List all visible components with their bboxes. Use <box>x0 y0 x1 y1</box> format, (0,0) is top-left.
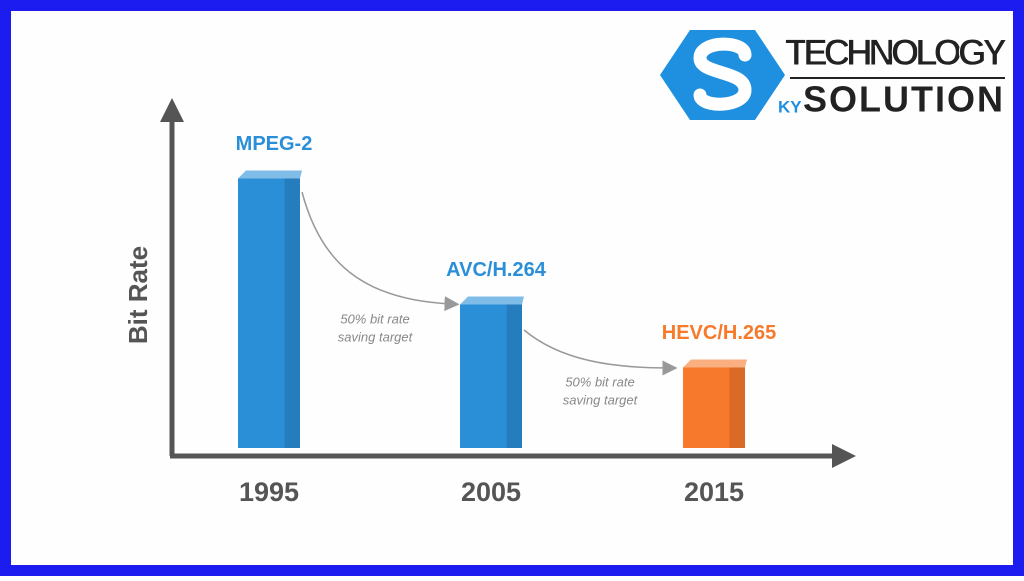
arrow <box>301 191 460 312</box>
annotation: saving target <box>338 329 414 344</box>
background <box>11 11 1013 565</box>
x-tick-label: 2015 <box>684 477 744 507</box>
x-tick-label: 1995 <box>239 477 299 507</box>
x-tick-label: 2005 <box>461 477 521 507</box>
logo-s <box>693 37 752 111</box>
logo-mark: KY <box>778 97 802 116</box>
bar-top <box>238 170 302 179</box>
bar-label: MPEG-2 <box>236 133 313 155</box>
bar <box>238 178 300 448</box>
annotation: saving target <box>563 392 639 407</box>
annotation: 50% bit rate <box>565 374 634 389</box>
bar-label: HEVC/H.265 <box>662 322 777 344</box>
bar-shade <box>284 178 300 448</box>
logo-line2: SOLUTION <box>803 79 1003 120</box>
bar <box>683 367 745 448</box>
logo-line1: TECHNOLOGY <box>785 32 1007 73</box>
arrow <box>523 329 678 376</box>
bar-top <box>683 359 747 368</box>
x-axis-arrow <box>832 444 856 468</box>
annotation: 50% bit rate <box>340 311 409 326</box>
bar-label: AVC/H.264 <box>446 259 547 281</box>
bar-shade <box>729 367 745 448</box>
bar-shade <box>506 304 522 448</box>
y-axis-arrow <box>160 98 184 122</box>
y-axis-label: Bit Rate <box>123 246 153 344</box>
bar-top <box>460 296 524 305</box>
bar <box>460 304 522 448</box>
